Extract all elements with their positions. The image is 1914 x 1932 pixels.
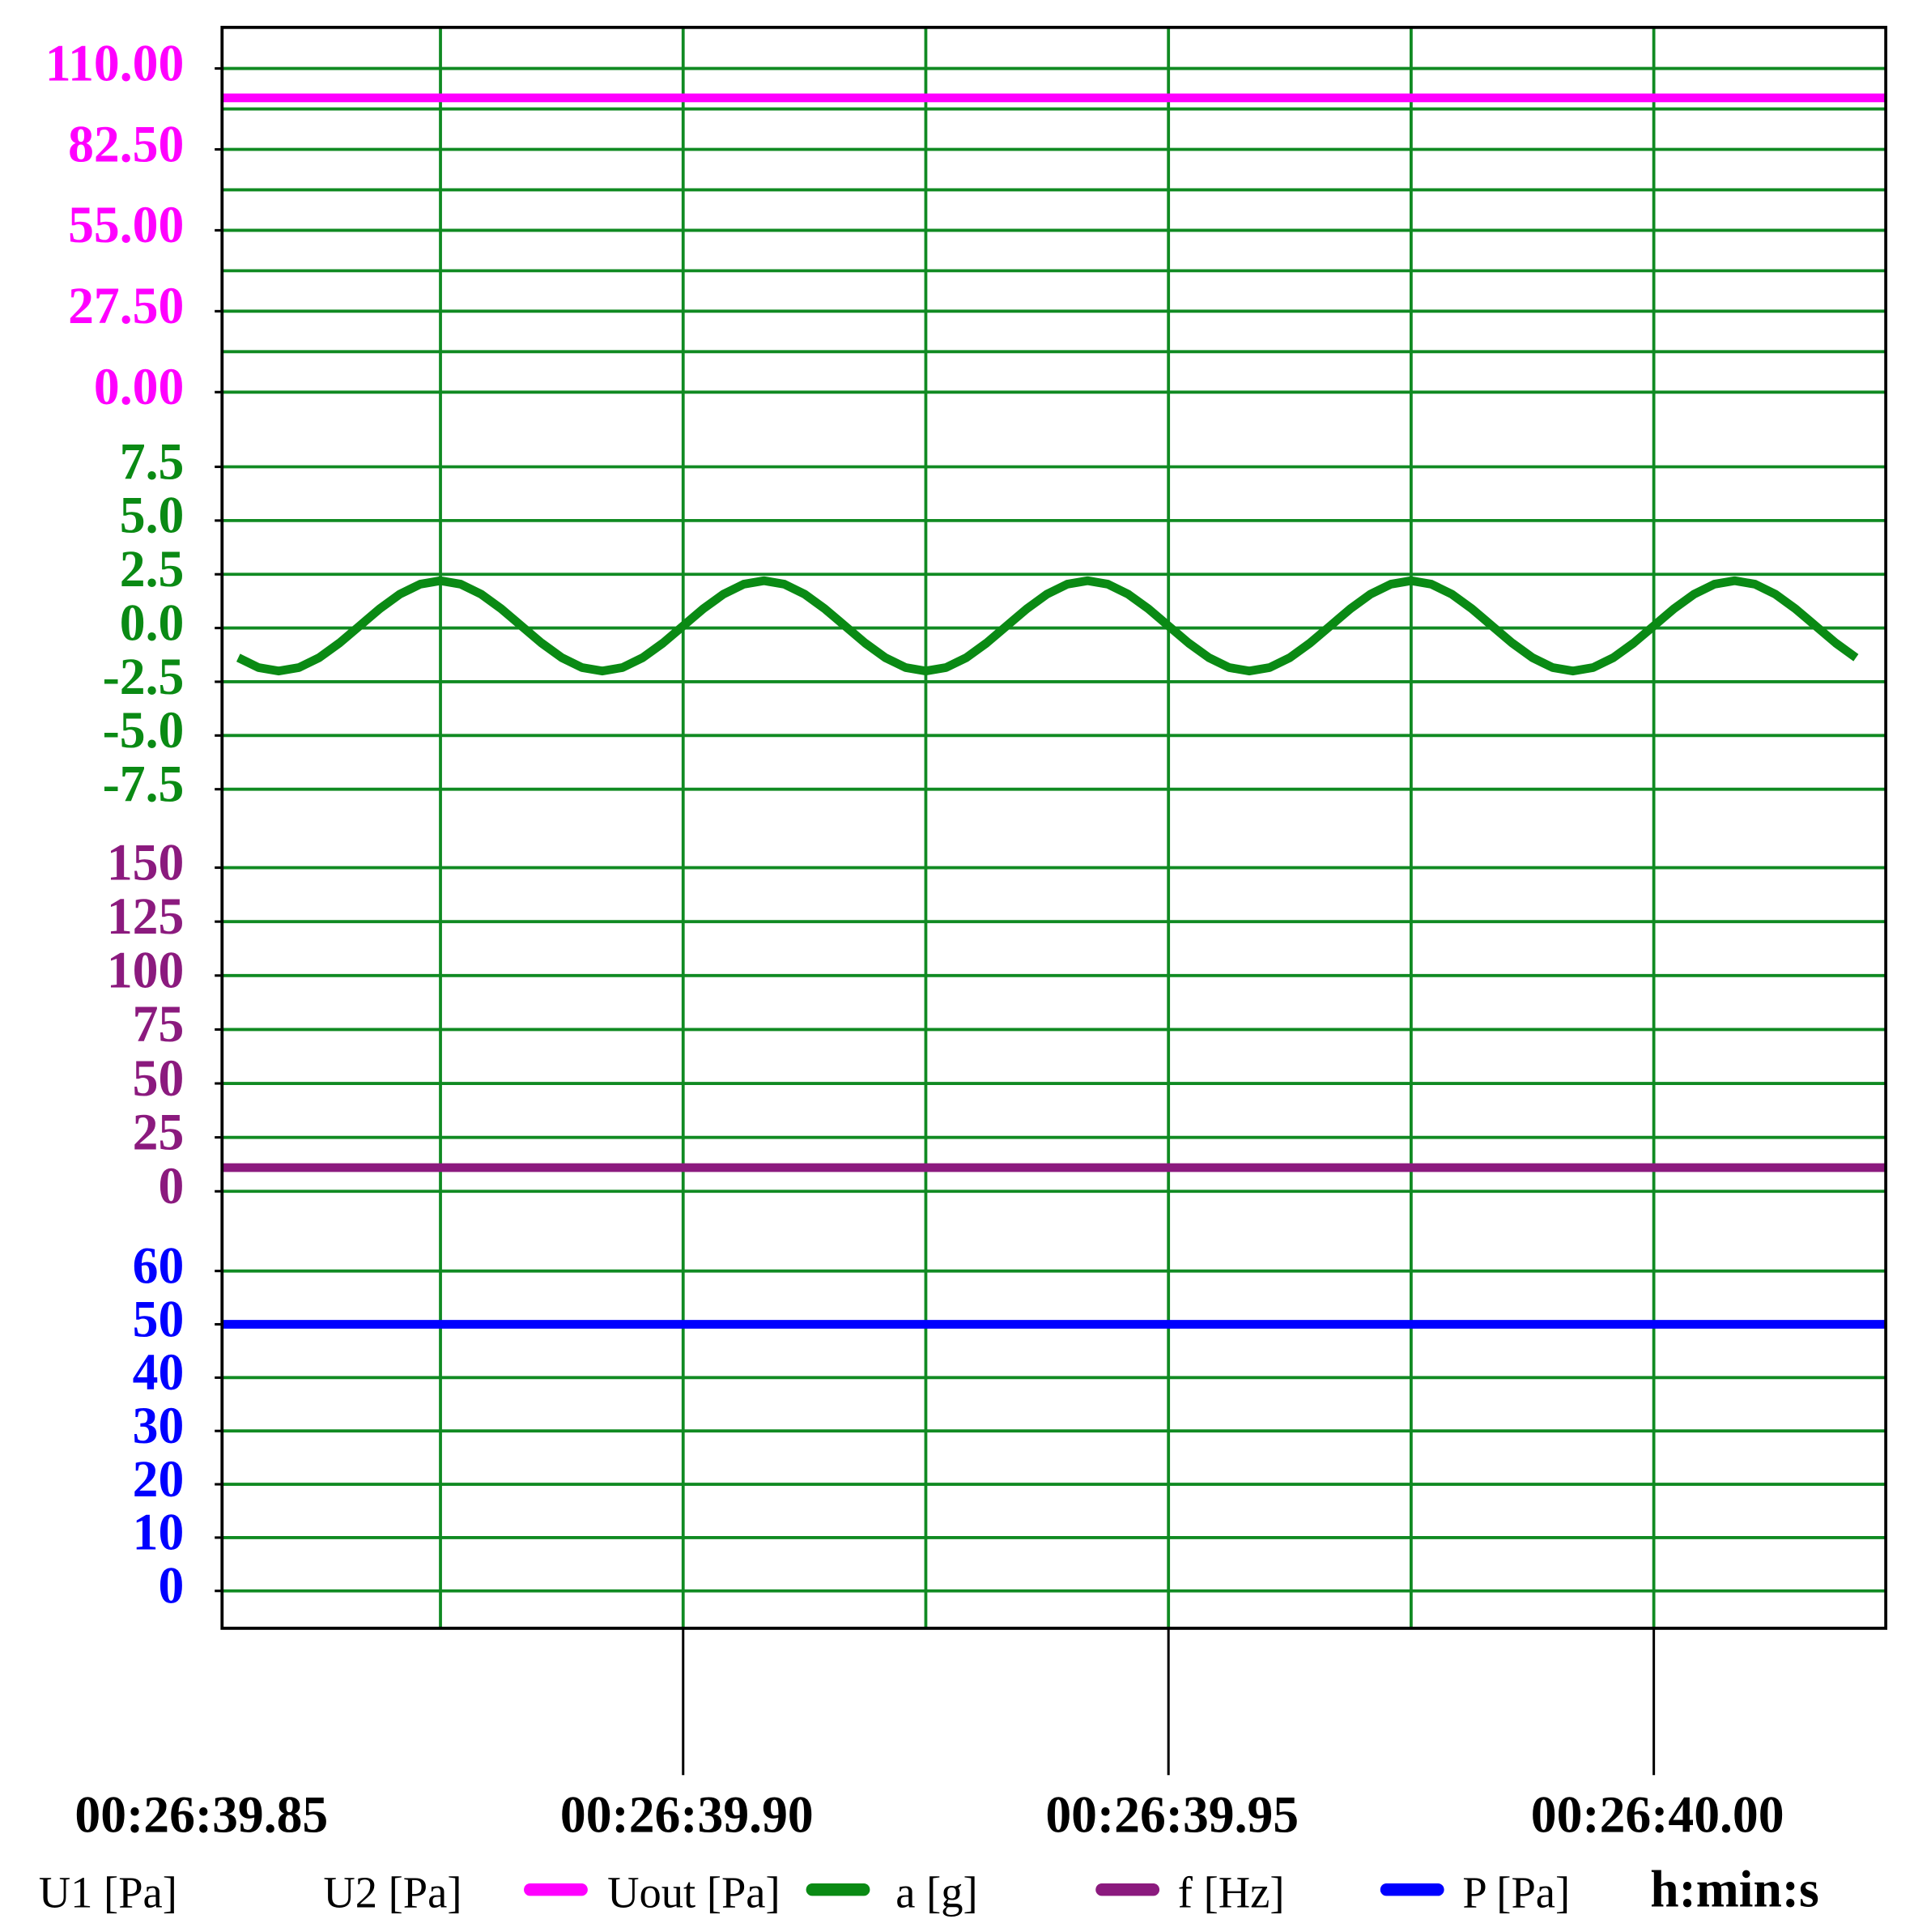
y-tick-label: 55.00 xyxy=(68,196,184,254)
y-tick-label: 25 xyxy=(133,1103,185,1161)
y-tick-label: 30 xyxy=(133,1397,185,1455)
y-tick-label: 125 xyxy=(107,887,184,946)
y-tick-label: 50 xyxy=(133,1290,185,1348)
y-tick-label: 50 xyxy=(133,1049,185,1107)
y-tick-label: 60 xyxy=(133,1236,185,1295)
y-tick-label: 40 xyxy=(133,1343,185,1402)
y-tick-label: 2.5 xyxy=(120,540,185,598)
x-tick-label: 00:26:39.95 xyxy=(1045,1785,1299,1844)
x-tick-label: 00:26:39.85 xyxy=(74,1785,328,1844)
x-tick-label: 00:26:40.00 xyxy=(1531,1785,1784,1844)
x-axis-label: h:min:s xyxy=(1650,1860,1819,1918)
y-tick-label: 75 xyxy=(133,995,185,1053)
y-tick-label: -2.5 xyxy=(103,647,185,705)
legend-label: Uout [Pa] xyxy=(607,1867,780,1917)
y-tick-label: 0 xyxy=(158,1157,184,1215)
legend-label: f [Hz] xyxy=(1178,1867,1285,1917)
series-line xyxy=(236,576,1859,676)
y-tick-label: 0.00 xyxy=(94,358,184,416)
y-tick-label: 0.0 xyxy=(120,594,185,652)
y-tick-label: 20 xyxy=(133,1449,185,1508)
y-tick-label: 27.50 xyxy=(68,277,184,335)
x-tick-label: 00:26:39.90 xyxy=(560,1785,814,1844)
legend-label: a [g] xyxy=(895,1867,977,1917)
plot-frame xyxy=(220,25,1888,1630)
y-tick-label: 110.00 xyxy=(45,34,184,92)
y-tick-label: 100 xyxy=(107,941,184,999)
legend-label: P [Pa] xyxy=(1462,1867,1570,1917)
legend-label: U2 [Pa] xyxy=(323,1867,461,1917)
legend-label: U1 [Pa] xyxy=(39,1867,177,1917)
y-tick-label: -5.0 xyxy=(103,701,185,760)
y-tick-label: -7.5 xyxy=(103,755,185,813)
y-tick-label: 7.5 xyxy=(120,432,185,491)
y-tick-label: 150 xyxy=(107,833,184,892)
y-tick-label: 5.0 xyxy=(120,486,185,544)
y-tick-label: 10 xyxy=(133,1503,185,1561)
y-tick-label: 0 xyxy=(158,1556,184,1615)
y-tick-label: 82.50 xyxy=(68,115,184,173)
grid xyxy=(222,27,1886,1628)
